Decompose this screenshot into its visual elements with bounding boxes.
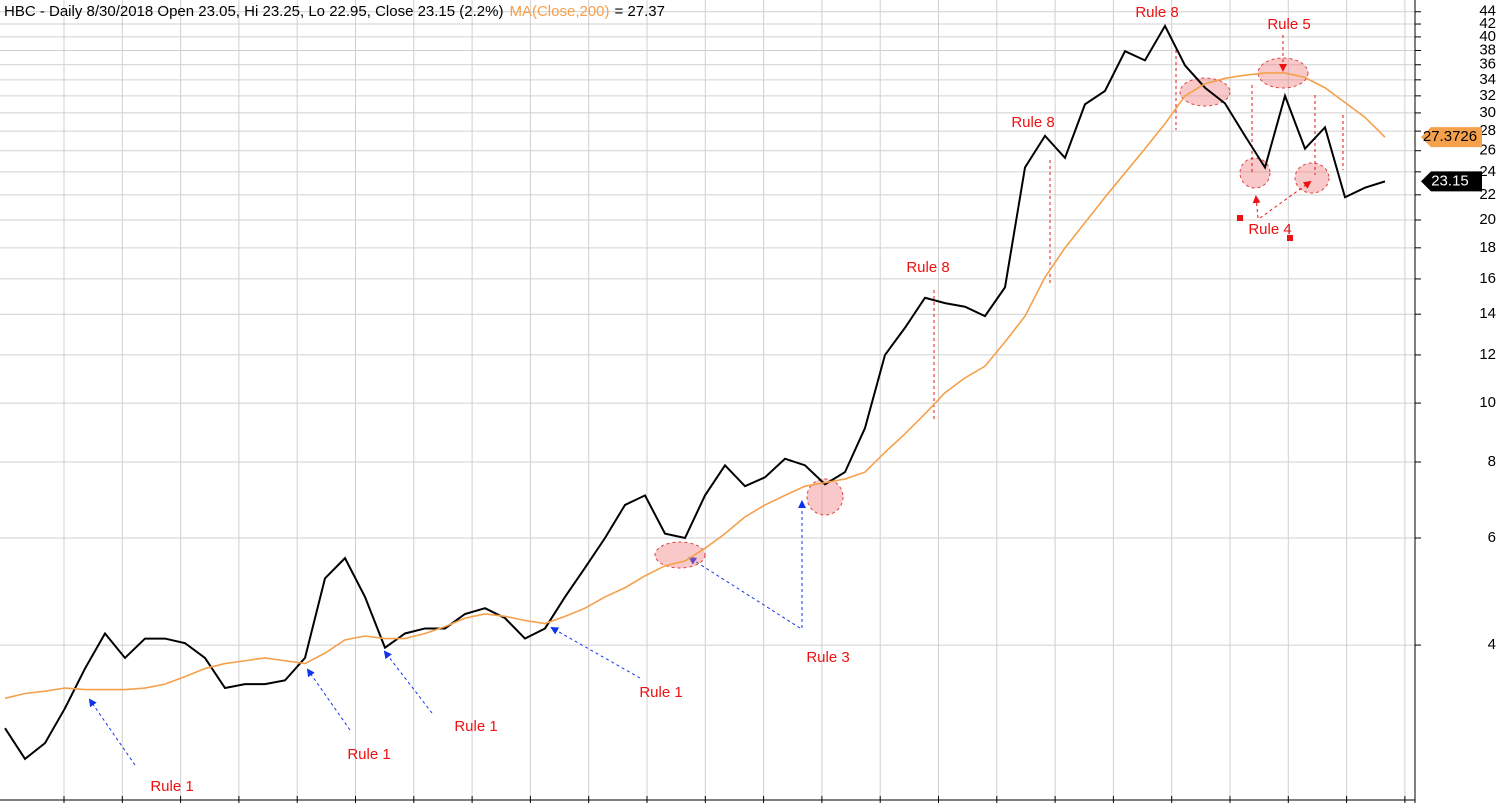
ma-name: MA(Close,200) (509, 3, 609, 20)
y-tick-label: 18 (1479, 239, 1496, 256)
last-value-label: 27.3726 (1423, 128, 1477, 145)
annotation-arrow (383, 650, 433, 714)
y-tick-label: 8 (1488, 453, 1496, 470)
annotation-label: Rule 4 (1248, 221, 1291, 238)
highlight-ellipse (1294, 162, 1330, 194)
annotation-label: Rule 5 (1267, 16, 1310, 33)
y-tick-label: 44 (1479, 3, 1496, 20)
y-tick-label: 40 (1479, 28, 1496, 45)
annotation-arrow (688, 556, 801, 629)
y-tick-label: 16 (1479, 270, 1496, 287)
annotation-label: Rule 1 (347, 746, 390, 763)
y-tick-label: 32 (1479, 87, 1496, 104)
y-tick-label: 12 (1479, 346, 1496, 363)
y-tick-label: 36 (1479, 56, 1496, 73)
y-tick-label: 10 (1479, 394, 1496, 411)
y-tick-label: 28 (1479, 122, 1496, 139)
y-tick-label: 24 (1479, 163, 1496, 180)
y-tick-label: 22 (1479, 186, 1496, 203)
annotation-label: Rule 8 (1135, 4, 1178, 21)
last-value-badge (1421, 171, 1482, 192)
annotation-label: Rule 1 (150, 778, 193, 795)
last-value-label: 23.15 (1431, 172, 1469, 189)
annotation-label: Rule 1 (639, 684, 682, 701)
y-tick-label: 38 (1479, 41, 1496, 58)
header-title: HBC - Daily 8/30/2018 Open 23.05, Hi 23.… (4, 3, 503, 20)
y-tick-label: 34 (1479, 71, 1496, 88)
y-tick-label: 42 (1479, 15, 1496, 32)
ma-value: = 27.37 (615, 3, 665, 20)
annotation-layer (88, 35, 1344, 766)
y-tick-label: 6 (1488, 529, 1496, 546)
highlight-ellipse (654, 541, 706, 569)
annotation-arrow (88, 698, 136, 766)
marker-square (1287, 235, 1293, 241)
y-tick-label: 4 (1488, 636, 1496, 653)
annotation-arrow (306, 668, 351, 731)
price-line (4, 23, 1386, 761)
grid (0, 0, 1415, 803)
plot-area (4, 23, 1386, 761)
highlight-ellipse (806, 478, 844, 516)
highlight-ellipse (1239, 157, 1271, 189)
annotation-arrow (550, 627, 641, 679)
y-tick-label: 26 (1479, 142, 1496, 159)
last-value-badge (1421, 127, 1482, 148)
annotation-label: Rule 3 (806, 649, 849, 666)
y-tick-label: 14 (1479, 305, 1496, 322)
ma-line (4, 72, 1386, 700)
annotation-label: Rule 1 (454, 718, 497, 735)
marker-square (1237, 215, 1243, 221)
y-tick-label: 30 (1479, 104, 1496, 121)
y-tick-label: 20 (1479, 211, 1496, 228)
annotation-arrow (1259, 180, 1312, 219)
annotation-label: Rule 8 (1011, 114, 1054, 131)
highlight-ellipse (1179, 77, 1231, 107)
annotation-label: Rule 8 (906, 259, 949, 276)
header: HBC - Daily 8/30/2018 Open 23.05, Hi 23.… (4, 3, 665, 20)
